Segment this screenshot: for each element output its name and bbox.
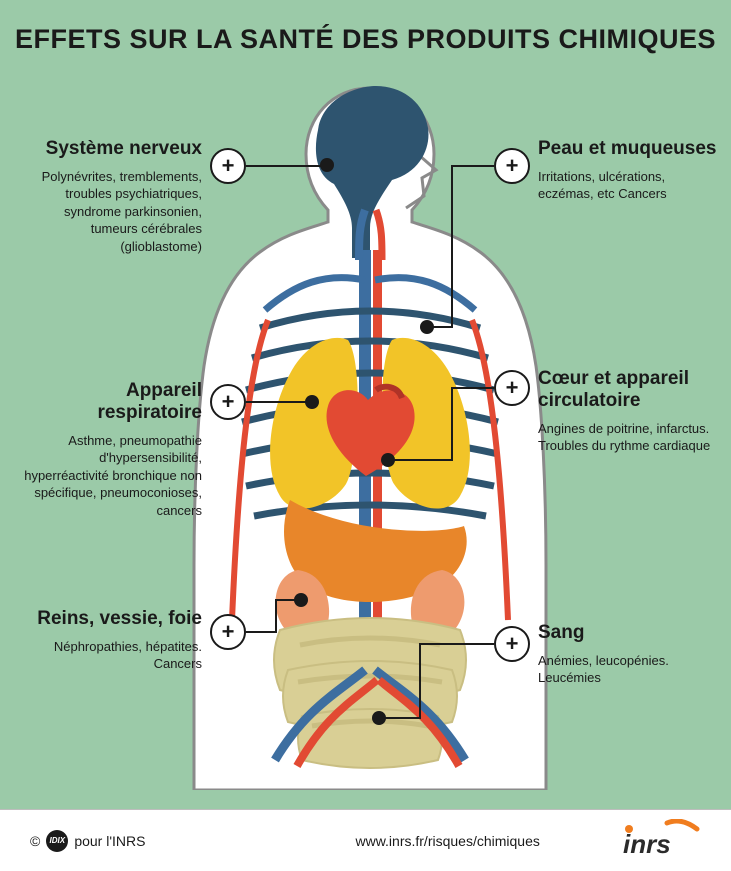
dot-nerveux — [320, 158, 334, 172]
callout-heading: Reins, vessie, foie — [22, 608, 202, 630]
dot-coeur — [381, 453, 395, 467]
source-url: www.inrs.fr/risques/chimiques — [355, 833, 539, 849]
dot-reins — [294, 593, 308, 607]
inrs-logo: inrs — [623, 819, 701, 862]
logo-text: inrs — [623, 829, 671, 859]
copyright-symbol: © — [30, 833, 40, 849]
callout-reins: Reins, vessie, foie Néphropathies, hépat… — [22, 608, 202, 673]
expand-respiratoire-button[interactable]: + — [210, 384, 246, 420]
callout-desc: Néphropathies, hépatites. Cancers — [22, 638, 202, 673]
plus-icon: + — [506, 375, 519, 401]
callout-heading: Système nerveux — [22, 138, 202, 160]
dot-peau — [420, 320, 434, 334]
plus-icon: + — [222, 619, 235, 645]
footer: © IDIX pour l'INRS www.inrs.fr/risques/c… — [0, 809, 731, 871]
callout-nerveux: Système nerveux Polynévrites, tremblemen… — [22, 138, 202, 256]
callout-heading: Cœur et appareil circulatoire — [538, 368, 718, 412]
credit-block: © IDIX pour l'INRS — [30, 830, 145, 852]
plus-icon: + — [506, 153, 519, 179]
callout-desc: Irritations, ulcérations, eczémas, etc C… — [538, 168, 718, 203]
expand-peau-button[interactable]: + — [494, 148, 530, 184]
callout-desc: Angines de poitrine, infarctus. Troubles… — [538, 420, 718, 455]
idix-badge-icon: IDIX — [46, 830, 68, 852]
callout-desc: Anémies, leucopénies. Leucémies — [538, 652, 718, 687]
infographic-canvas: EFFETS SUR LA SANTÉ DES PRODUITS CHIMIQU… — [0, 0, 731, 871]
dot-sang — [372, 711, 386, 725]
callout-heading: Sang — [538, 622, 718, 644]
plus-icon: + — [222, 153, 235, 179]
plus-icon: + — [506, 631, 519, 657]
expand-nerveux-button[interactable]: + — [210, 148, 246, 184]
callout-peau: Peau et muqueuses Irritations, ulcératio… — [538, 138, 718, 203]
expand-reins-button[interactable]: + — [210, 614, 246, 650]
callout-desc: Asthme, pneumopathie d'hypersensibilité,… — [22, 432, 202, 520]
main-title: EFFETS SUR LA SANTÉ DES PRODUITS CHIMIQU… — [0, 24, 731, 55]
callout-coeur: Cœur et appareil circulatoire Angines de… — [538, 368, 718, 455]
callout-respiratoire: Appareil respiratoire Asthme, pneumopath… — [22, 380, 202, 519]
plus-icon: + — [222, 389, 235, 415]
callout-sang: Sang Anémies, leucopénies. Leucémies — [538, 622, 718, 687]
expand-sang-button[interactable]: + — [494, 626, 530, 662]
dot-respiratoire — [305, 395, 319, 409]
callout-heading: Appareil respiratoire — [22, 380, 202, 424]
callout-desc: Polynévrites, tremblements, troubles psy… — [22, 168, 202, 256]
credit-text: pour l'INRS — [74, 833, 145, 849]
callout-heading: Peau et muqueuses — [538, 138, 718, 160]
expand-coeur-button[interactable]: + — [494, 370, 530, 406]
